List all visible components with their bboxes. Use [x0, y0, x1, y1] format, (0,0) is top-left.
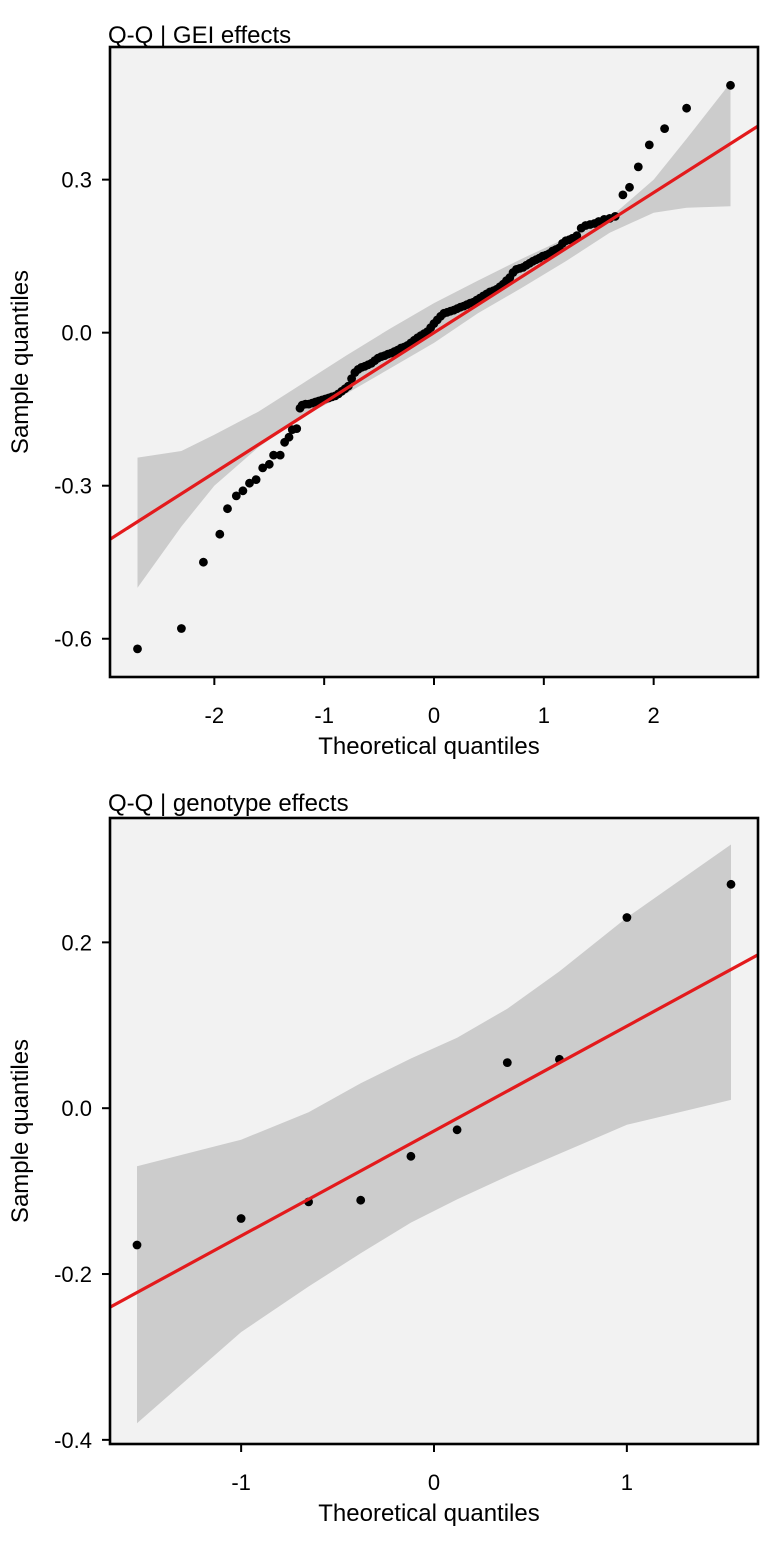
data-point [236, 1214, 246, 1223]
confidence-band [137, 844, 731, 1424]
data-point [452, 1125, 462, 1135]
data-point [625, 182, 634, 192]
x-tick-label: 1 [538, 703, 550, 728]
data-point [264, 459, 274, 469]
data-point [275, 450, 285, 460]
reference-line [110, 953, 758, 1309]
data-point [644, 140, 654, 150]
x-tick-label: 0 [428, 1470, 440, 1495]
data-point [231, 491, 241, 501]
data-point [572, 231, 582, 241]
data-point [502, 1058, 512, 1067]
panel-background [110, 47, 758, 677]
data-point [284, 432, 294, 442]
y-axis-label: Sample quantiles [7, 1039, 34, 1223]
x-axis-label: Theoretical quantiles [318, 733, 539, 760]
data-point [215, 529, 225, 539]
chart-title: Q-Q | GEI effects [108, 22, 291, 49]
data-point [726, 879, 736, 889]
chart-title: Q-Q | genotype effects [108, 790, 349, 817]
y-tick-label: 0.2 [61, 930, 92, 955]
data-point [618, 190, 628, 200]
y-axis-label: Sample quantiles [7, 270, 34, 454]
y-tick-label: 0.0 [61, 1096, 92, 1121]
data-point [223, 504, 232, 514]
data-point [251, 475, 261, 484]
x-tick-label: -1 [314, 703, 334, 728]
x-tick-label: 2 [648, 703, 660, 728]
y-tick-label: 0.3 [61, 168, 92, 193]
confidence-band [137, 82, 731, 588]
y-tick-label: -0.4 [54, 1428, 92, 1453]
data-point [622, 913, 632, 922]
data-point [132, 1240, 142, 1250]
y-tick-label: -0.6 [54, 627, 92, 652]
x-tick-label: 1 [621, 1470, 633, 1495]
reference-line [110, 124, 758, 541]
x-tick-label: -2 [205, 703, 225, 728]
x-tick-label: -1 [231, 1470, 251, 1495]
x-axis-label: Theoretical quantiles [318, 1500, 539, 1527]
data-point [660, 124, 669, 133]
y-tick-label: -0.2 [54, 1262, 92, 1287]
data-point [356, 1195, 366, 1205]
data-point [258, 463, 268, 473]
data-point [238, 486, 248, 496]
data-point [633, 162, 643, 172]
data-point [199, 557, 208, 567]
y-tick-label: 0.0 [61, 321, 92, 346]
data-point [726, 80, 735, 90]
chart-panel-1: -2 -1 0 1 2 0.3 0.0 -0.3 -0.6 Q-Q | GEI effects Th… [7, 22, 760, 760]
data-point [269, 450, 278, 460]
chart-panel-2: -1 0 1 0.2 0.0 -0.2 -0.4 Q-Q | genotype effects… [7, 790, 760, 1527]
data-point [682, 103, 691, 113]
data-point [292, 424, 302, 433]
data-point [133, 644, 142, 654]
data-point [406, 1151, 416, 1161]
data-point [245, 478, 254, 488]
data-point [177, 624, 186, 633]
x-tick-label: 0 [428, 703, 440, 728]
y-tick-label: -0.3 [54, 474, 92, 499]
